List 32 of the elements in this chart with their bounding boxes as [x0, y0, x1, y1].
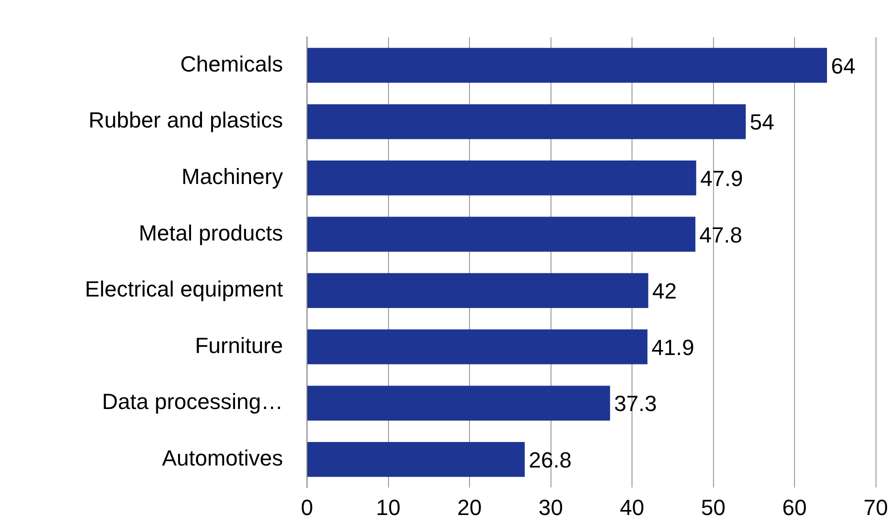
data-label: 41.9	[651, 334, 694, 360]
x-tick-label: 10	[376, 494, 400, 520]
y-tick-label: Chemicals	[180, 51, 283, 76]
x-tick-label: 50	[701, 494, 726, 520]
y-tick-label: Automotives	[162, 446, 283, 471]
y-tick-label: Metal products	[138, 220, 283, 246]
x-tick-label: 70	[864, 494, 888, 520]
data-label: 47.8	[699, 222, 742, 248]
bar	[308, 273, 648, 308]
y-tick-label: Rubber and plastics	[88, 108, 283, 133]
x-tick-label: 60	[782, 494, 807, 520]
y-tick-label: Electrical equipment	[84, 276, 283, 302]
data-label: 37.3	[614, 391, 657, 416]
x-tick-label: 30	[538, 494, 563, 520]
bar	[308, 442, 525, 477]
bar	[308, 216, 696, 252]
x-tick-label: 0	[300, 494, 314, 520]
x-tick-label: 20	[457, 494, 482, 520]
x-tick-label: 40	[620, 494, 644, 520]
bar	[308, 104, 746, 140]
data-label: 54	[750, 110, 774, 135]
data-label: 47.9	[700, 166, 744, 192]
y-tick-label: Data processing…	[102, 389, 283, 414]
bar	[308, 48, 828, 83]
data-label: 64	[831, 53, 856, 78]
bar	[308, 386, 610, 421]
y-tick-label: Furniture	[194, 332, 283, 358]
y-tick-label: Machinery	[182, 164, 283, 190]
data-label: 26.8	[528, 448, 572, 473]
bar	[308, 329, 648, 364]
data-label: 42	[652, 278, 677, 304]
bar	[308, 160, 696, 196]
